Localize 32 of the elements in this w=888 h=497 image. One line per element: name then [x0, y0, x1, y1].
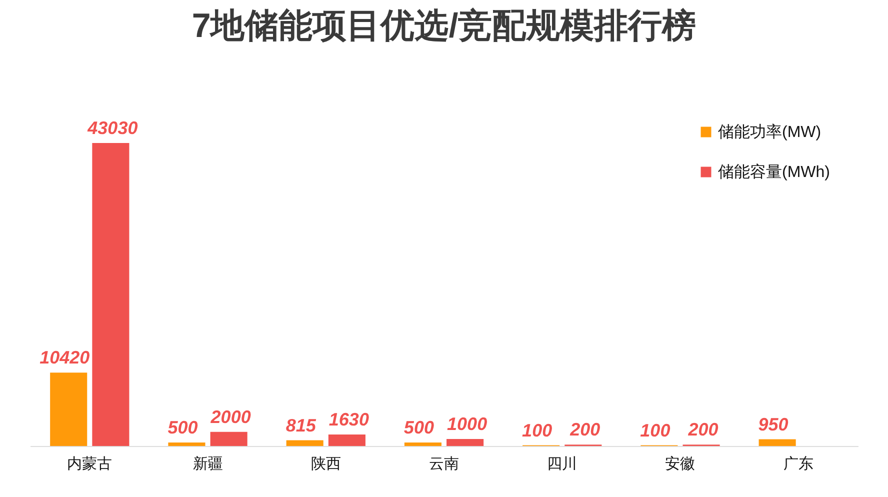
x-tick-label: 广东 — [783, 456, 814, 472]
x-tick-label: 新疆 — [192, 456, 223, 472]
data-label: 1000 — [447, 414, 488, 434]
bar — [210, 432, 248, 446]
data-label: 950 — [758, 414, 788, 434]
legend-label: 储能功率(MW) — [718, 123, 822, 141]
data-label: 100 — [522, 420, 552, 440]
bar — [50, 372, 88, 446]
data-label: 200 — [687, 420, 718, 440]
x-tick-label: 内蒙古 — [67, 456, 112, 472]
data-label: 500 — [404, 417, 434, 438]
x-tick-label: 云南 — [429, 456, 459, 472]
bar — [404, 442, 442, 446]
x-tick-label: 陕西 — [310, 456, 341, 472]
data-label: 200 — [569, 420, 600, 440]
bar — [168, 442, 206, 446]
data-label: 43030 — [86, 118, 138, 138]
data-label: 10420 — [40, 348, 90, 368]
bar — [446, 438, 484, 446]
bar — [328, 434, 366, 446]
x-tick-label: 四川 — [547, 456, 578, 472]
bar — [758, 439, 796, 446]
data-label: 500 — [168, 417, 198, 438]
x-tick-label: 安徽 — [665, 456, 696, 472]
legend-label: 储能容量(MWh) — [718, 163, 830, 181]
data-label: 2000 — [210, 406, 251, 427]
data-label: 815 — [286, 415, 317, 436]
data-label: 100 — [640, 420, 670, 440]
bar — [92, 143, 130, 446]
data-label: 1630 — [328, 410, 369, 430]
bar — [286, 440, 324, 446]
chart-title: 7地储能项目优选/竞配规模排行榜 — [192, 7, 696, 45]
